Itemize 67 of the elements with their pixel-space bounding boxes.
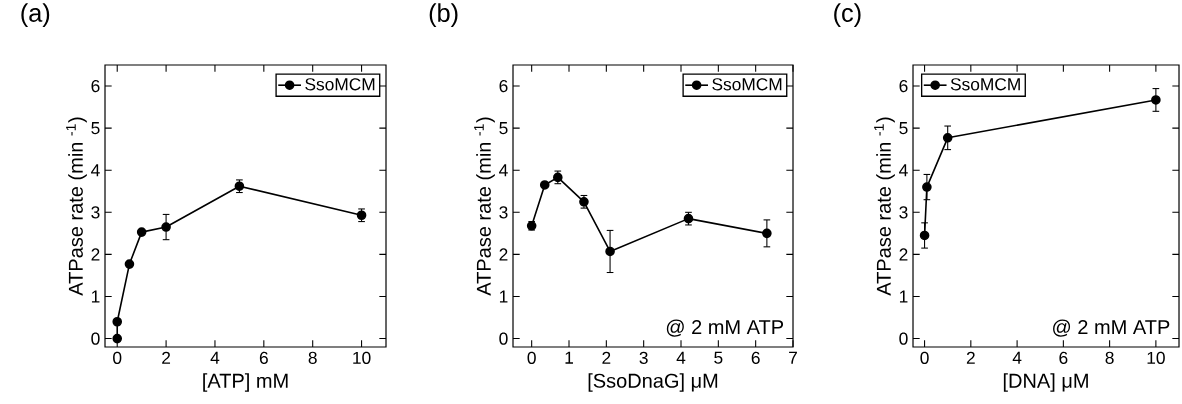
x-tick-label: 0 [920, 351, 929, 364]
y-tick-label: 4 [899, 164, 908, 177]
y-tick-label: 3 [91, 206, 100, 219]
x-tick-label: 7 [789, 351, 797, 364]
x-axis-title: [SsoDnaG] μM [588, 373, 718, 392]
x-tick-label: 1 [565, 351, 573, 364]
y-axis-title: ATPase rate (min $^{-1}$) [66, 117, 87, 296]
x-tick-label: 2 [602, 351, 611, 364]
annotation: @ 2 mM ATP [666, 319, 784, 337]
point [124, 259, 135, 269]
y-tick-label: 3 [499, 206, 508, 219]
y-tick-label: 0 [899, 332, 908, 345]
legend-label: SsoMCM [950, 78, 1020, 91]
point [539, 180, 550, 190]
y-tick-label: 4 [499, 164, 508, 177]
point [1151, 95, 1161, 105]
y-tick-label: 5 [899, 122, 908, 135]
y-tick-label: 1 [91, 290, 100, 303]
x-tick-label: 3 [639, 351, 648, 364]
y-tick-label: 2 [899, 248, 908, 261]
chart-title: (c) [834, 3, 861, 27]
x-tick-label: 10 [353, 351, 371, 364]
point [922, 182, 932, 192]
point [919, 230, 930, 241]
y-tick-label: 2 [91, 248, 100, 261]
x-tick-label: 0 [527, 351, 536, 364]
point [112, 333, 123, 344]
x-tick-label: 4 [1012, 351, 1022, 364]
y-tick-label: 6 [499, 79, 508, 93]
x-axis-title: [DNA] μM [1003, 373, 1088, 392]
x-tick-label: 8 [1105, 351, 1114, 364]
x-tick-label: 4 [210, 351, 220, 364]
point [942, 133, 953, 143]
y-tick-label: 6 [899, 79, 908, 93]
y-tick-label: 1 [899, 290, 908, 303]
y-axis-title: ATPase rate (min $^{-1}$) [474, 117, 495, 296]
legend-label: SsoMCM [305, 78, 375, 91]
x-tick-label: 10 [1147, 351, 1165, 364]
point [161, 222, 171, 232]
x-tick-label: 6 [1059, 351, 1068, 364]
chart-title: (a) [21, 3, 50, 27]
legend-label: SsoMCM [712, 78, 782, 91]
annotation: @ 2 mM ATP [1053, 319, 1170, 337]
y-tick-label: 6 [91, 79, 100, 93]
point [112, 316, 123, 327]
x-tick-label: 2 [162, 351, 171, 364]
y-tick-label: 4 [91, 164, 100, 177]
y-tick-label: 5 [91, 122, 100, 135]
x-tick-label: 4 [676, 351, 686, 364]
x-tick-label: 6 [259, 351, 268, 364]
x-axis-title: [ATP] mM [203, 373, 288, 392]
y-tick-label: 1 [499, 290, 508, 303]
x-tick-label: 5 [714, 351, 723, 364]
x-tick-label: 8 [308, 351, 317, 364]
y-tick-label: 3 [899, 206, 908, 219]
chart-title: (b) [429, 3, 458, 27]
y-tick-label: 5 [499, 122, 508, 135]
point [762, 228, 772, 239]
y-tick-label: 0 [499, 332, 508, 345]
x-tick-label: 6 [751, 351, 760, 364]
y-axis-title: ATPase rate (min $^{-1}$) [874, 117, 895, 296]
y-tick-label: 2 [499, 248, 508, 261]
y-tick-label: 0 [91, 332, 100, 345]
x-tick-label: 0 [113, 351, 122, 364]
point [605, 246, 615, 257]
point [136, 227, 147, 237]
x-tick-label: 2 [966, 351, 975, 364]
